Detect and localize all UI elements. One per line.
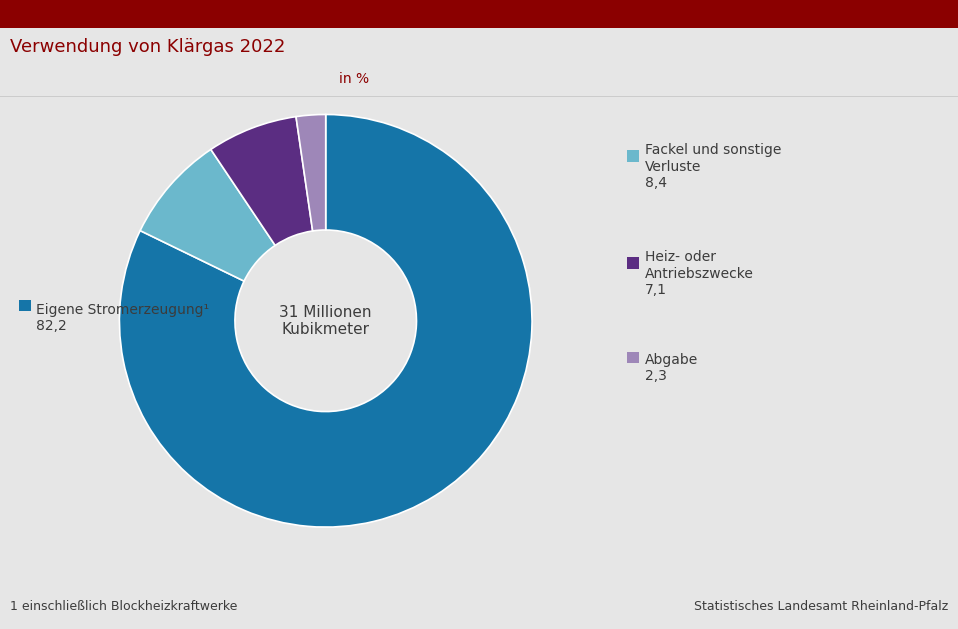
Text: Heiz- oder
Antriebszwecke
7,1: Heiz- oder Antriebszwecke 7,1 bbox=[645, 250, 754, 297]
Wedge shape bbox=[120, 114, 532, 527]
Text: Eigene Stromerzeugung¹
82,2: Eigene Stromerzeugung¹ 82,2 bbox=[36, 303, 210, 333]
Text: Abgabe
2,3: Abgabe 2,3 bbox=[645, 353, 698, 383]
Wedge shape bbox=[211, 116, 312, 245]
Text: Fackel und sonstige
Verluste
8,4: Fackel und sonstige Verluste 8,4 bbox=[645, 143, 781, 190]
Text: 31 Millionen
Kubikmeter: 31 Millionen Kubikmeter bbox=[280, 304, 372, 337]
Text: 1 einschließlich Blockheizkraftwerke: 1 einschließlich Blockheizkraftwerke bbox=[10, 600, 237, 613]
Text: Statistisches Landesamt Rheinland-Pfalz: Statistisches Landesamt Rheinland-Pfalz bbox=[695, 600, 948, 613]
Text: in %: in % bbox=[339, 72, 370, 86]
Text: Verwendung von Klärgas 2022: Verwendung von Klärgas 2022 bbox=[10, 38, 285, 56]
Wedge shape bbox=[140, 150, 275, 281]
Wedge shape bbox=[296, 114, 326, 231]
